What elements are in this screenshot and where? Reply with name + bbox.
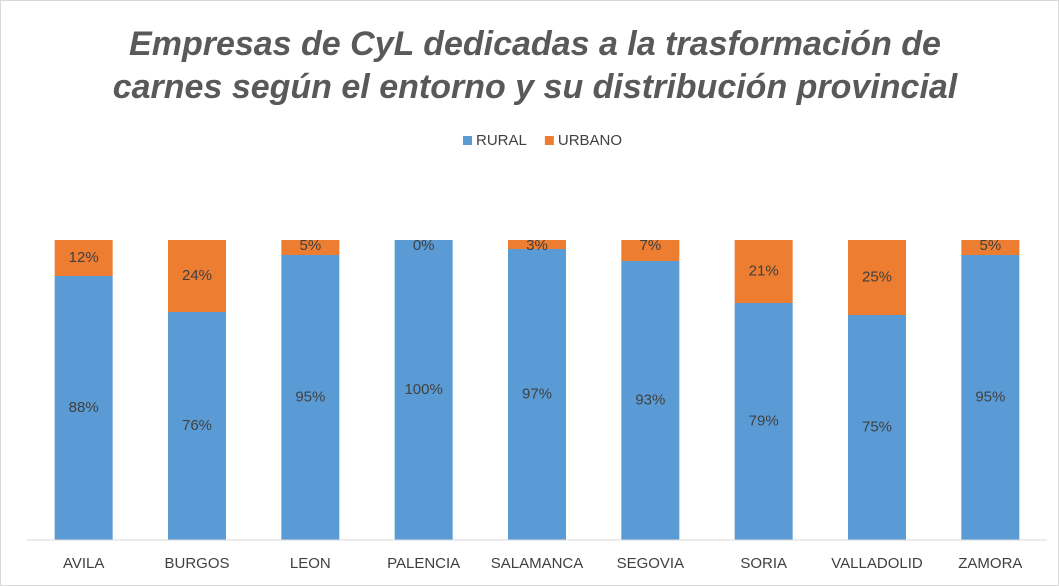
data-label: 97% xyxy=(522,385,552,402)
data-label: 75% xyxy=(862,418,892,435)
data-label: 5% xyxy=(979,237,1001,254)
bar-segment xyxy=(394,240,453,540)
data-label: 95% xyxy=(975,388,1005,405)
data-label: 5% xyxy=(299,237,321,254)
x-tick-label: SEGOVIA xyxy=(617,555,685,572)
chart-title: Empresas de CyL dedicadas a la trasforma… xyxy=(129,25,941,63)
data-label: 88% xyxy=(69,399,99,416)
data-label: 79% xyxy=(749,412,779,429)
legend-swatch xyxy=(463,136,472,145)
bar-segment xyxy=(734,240,793,303)
bar-segment xyxy=(508,249,566,540)
data-label: 93% xyxy=(635,391,665,408)
bar-segment xyxy=(54,240,113,276)
bar-segment xyxy=(168,240,226,312)
x-tick-label: LEON xyxy=(290,555,331,572)
bar-segment xyxy=(734,303,793,540)
data-label: 21% xyxy=(749,262,779,279)
data-label: 25% xyxy=(862,268,892,285)
data-label: 95% xyxy=(295,388,325,405)
data-label: 100% xyxy=(404,381,442,398)
bar-segment xyxy=(168,312,226,540)
x-tick-label: SALAMANCA xyxy=(491,555,584,572)
bar-segment xyxy=(848,240,906,315)
x-tick-label: AVILA xyxy=(63,555,104,572)
data-label: 24% xyxy=(182,267,212,284)
chart-title: carnes según el entorno y su distribució… xyxy=(113,68,959,106)
bar-segment xyxy=(621,261,680,540)
legend-label: URBANO xyxy=(558,132,622,149)
bar-segment xyxy=(961,255,1020,540)
bar-segment xyxy=(281,240,340,255)
data-label: 76% xyxy=(182,417,212,434)
bar-segment xyxy=(281,255,340,540)
data-label: 0% xyxy=(413,237,435,254)
data-label: 7% xyxy=(639,237,661,254)
bar-segment xyxy=(54,276,113,540)
x-tick-label: SORIA xyxy=(740,555,787,572)
bar-segment xyxy=(961,240,1020,255)
bar-segment xyxy=(621,240,680,261)
legend-swatch xyxy=(544,136,554,145)
x-tick-label: VALLADOLID xyxy=(831,555,923,572)
bar-segment xyxy=(848,315,906,540)
x-tick-label: ZAMORA xyxy=(958,555,1022,572)
bar-segment xyxy=(508,240,566,249)
x-tick-label: BURGOS xyxy=(164,555,229,572)
x-tick-label: PALENCIA xyxy=(387,555,460,572)
data-label: 12% xyxy=(69,249,99,266)
data-label: 3% xyxy=(526,237,548,254)
legend-label: RURAL xyxy=(476,132,527,149)
